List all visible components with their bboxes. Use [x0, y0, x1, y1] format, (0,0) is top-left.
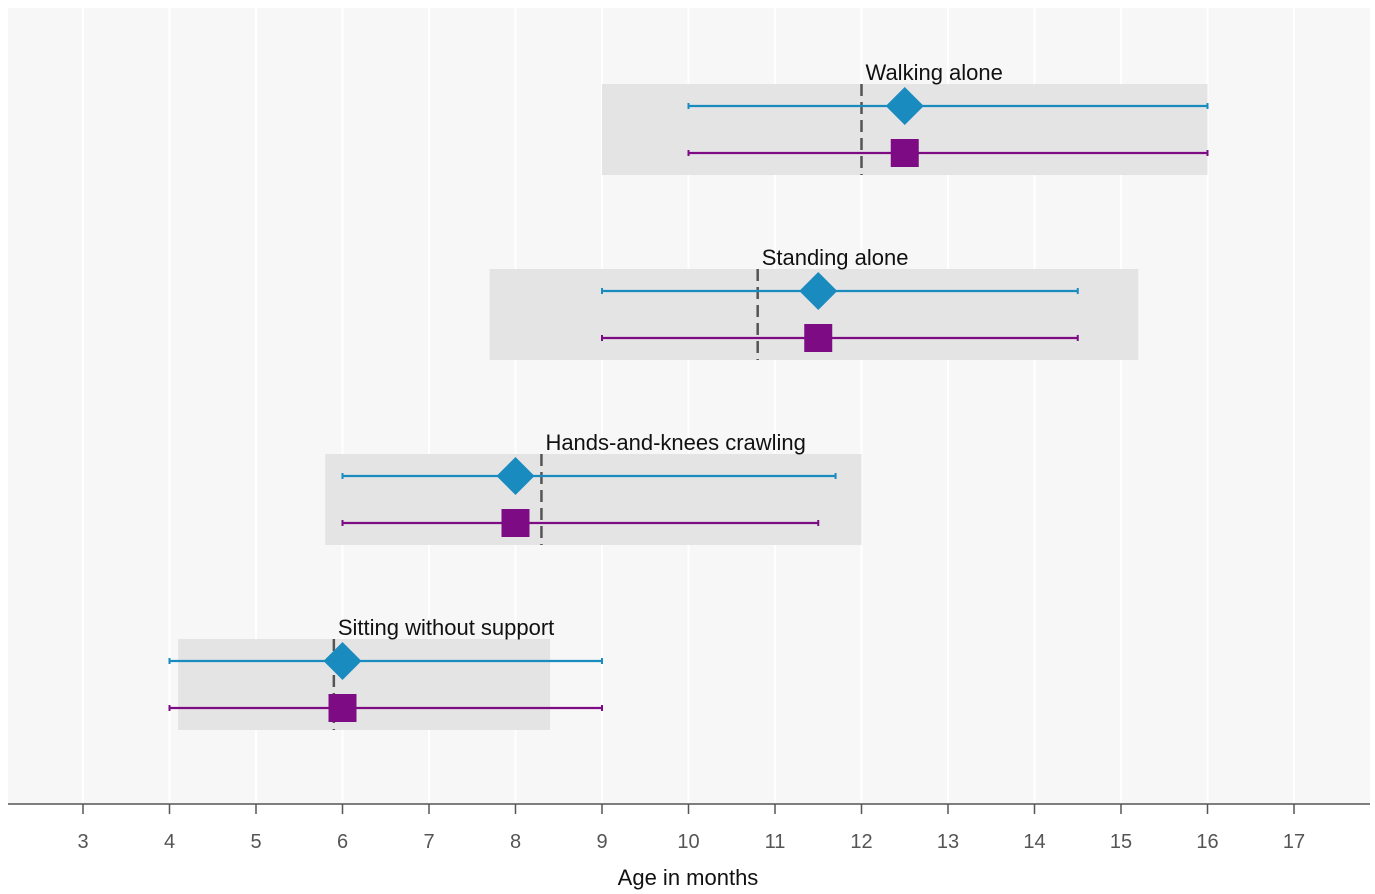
x-tick-label: 8: [510, 831, 521, 853]
x-tick-label: 6: [337, 831, 348, 853]
diamond-marker: [323, 642, 362, 680]
x-tick-label: 11: [765, 831, 786, 853]
x-tick-label: 15: [1110, 831, 1132, 853]
milestone-window-band: [325, 454, 862, 545]
square-marker: [890, 139, 919, 167]
x-axis-title: Age in months: [618, 865, 759, 890]
square-marker: [501, 509, 530, 537]
diamond-marker: [885, 87, 924, 125]
x-tick-label: 12: [850, 831, 872, 853]
square-marker: [328, 694, 357, 722]
x-tick-label: 17: [1283, 831, 1305, 853]
milestone-window-band: [178, 639, 551, 730]
x-tick-label: 10: [677, 831, 699, 853]
diamond-marker: [799, 272, 838, 310]
milestone-labels: Walking alone Standing alone Hands-and-kne…: [338, 60, 1003, 640]
x-tick-label: 3: [77, 831, 88, 853]
x-tick-label: 13: [937, 831, 959, 853]
milestone-label: Walking alone: [866, 60, 1003, 85]
x-tick-label: 4: [164, 831, 175, 853]
square-marker: [804, 324, 833, 352]
error-bars: [168, 103, 1209, 711]
diamond-marker: [496, 457, 535, 495]
milestone-label: Standing alone: [762, 245, 909, 270]
x-tick-label: 7: [423, 831, 434, 853]
milestone-label: Sitting without support: [338, 615, 554, 640]
milestone-label: Hands-and-knees crawling: [545, 430, 805, 455]
x-tick-label: 5: [250, 831, 261, 853]
x-tick-label: 9: [596, 831, 607, 853]
x-axis: 3 4 5 6 7 8 9 10 11 12 13 14 15 16 17: [8, 803, 1370, 853]
x-tick-label: 14: [1023, 831, 1045, 853]
markers: [323, 87, 924, 722]
x-tick-label: 16: [1196, 831, 1218, 853]
